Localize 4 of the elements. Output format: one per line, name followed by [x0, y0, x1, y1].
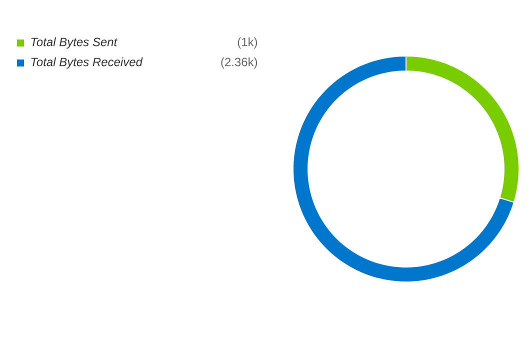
- data-label: (2.36k): [221, 57, 258, 69]
- legend-label: Total Bytes Sent: [31, 37, 118, 49]
- data-label: (1k): [238, 37, 258, 49]
- legend-label: Total Bytes Received: [31, 57, 143, 69]
